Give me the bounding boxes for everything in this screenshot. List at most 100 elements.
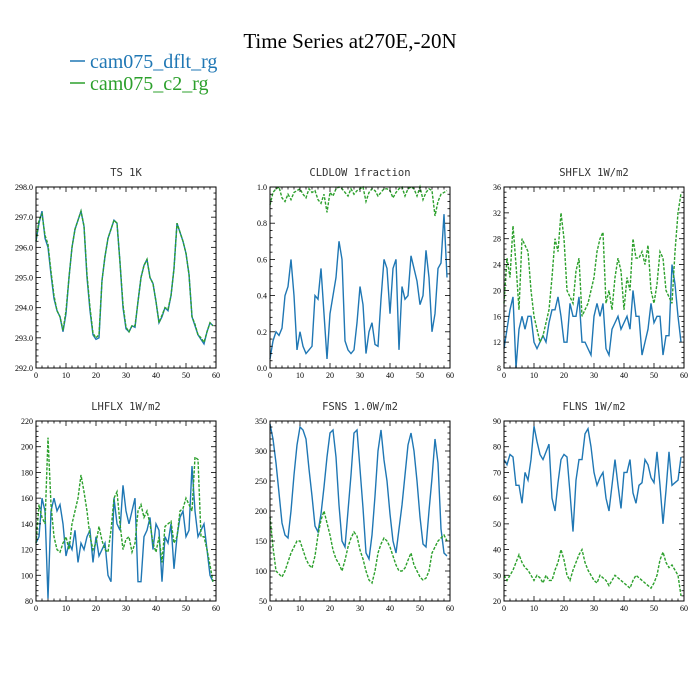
y-tick-label: 60 bbox=[493, 494, 501, 503]
panels: TS 1K 0 10 20 30 40 50 60 292.0 293.0 294.0 295.0 29… bbox=[15, 167, 688, 613]
chart-panel: FLNS 1W/m2 0 10 20 30 40 50 60 20 30 40 50 60 70 80 90 bbox=[493, 401, 688, 613]
y-tick-label: 120 bbox=[21, 546, 33, 555]
x-tick-label: 0 bbox=[268, 371, 272, 380]
y-tick-label: 24 bbox=[493, 261, 501, 270]
panel-title: LHFLX 1W/m2 bbox=[91, 401, 161, 413]
x-tick-label: 60 bbox=[212, 604, 220, 613]
y-tick-label: 20 bbox=[493, 597, 501, 606]
x-tick-label: 40 bbox=[620, 604, 628, 613]
x-tick-label: 30 bbox=[590, 371, 598, 380]
y-tick-label: 180 bbox=[21, 468, 33, 477]
x-tick-label: 50 bbox=[650, 604, 658, 613]
y-tick-label: 250 bbox=[255, 477, 267, 486]
series-line-dflt bbox=[35, 465, 214, 599]
x-tick-label: 20 bbox=[326, 604, 334, 613]
x-tick-label: 0 bbox=[34, 371, 38, 380]
y-tick-label: 220 bbox=[21, 417, 33, 426]
x-tick-label: 40 bbox=[386, 604, 394, 613]
y-tick-label: 36 bbox=[493, 183, 501, 192]
y-tick-label: 100 bbox=[255, 567, 267, 576]
y-tick-label: 200 bbox=[255, 507, 267, 516]
y-tick-label: 160 bbox=[21, 494, 33, 503]
series-line-c2 bbox=[35, 437, 214, 582]
series-line-c2 bbox=[269, 184, 448, 217]
x-tick-label: 60 bbox=[446, 604, 454, 613]
x-tick-label: 10 bbox=[62, 604, 70, 613]
y-tick-label: 0.6 bbox=[257, 255, 267, 264]
panel-title: FLNS 1W/m2 bbox=[562, 401, 625, 413]
y-tick-label: 296.0 bbox=[15, 243, 33, 252]
y-tick-label: 0.4 bbox=[257, 292, 267, 301]
x-tick-label: 40 bbox=[152, 604, 160, 613]
x-tick-label: 50 bbox=[182, 604, 190, 613]
y-tick-label: 100 bbox=[21, 571, 33, 580]
y-tick-label: 200 bbox=[21, 443, 33, 452]
y-tick-label: 40 bbox=[493, 546, 501, 555]
x-tick-label: 10 bbox=[530, 604, 538, 613]
x-tick-label: 50 bbox=[416, 604, 424, 613]
x-tick-label: 0 bbox=[268, 604, 272, 613]
figure-title: Time Series at270E,-20N bbox=[243, 29, 456, 53]
chart-panel: LHFLX 1W/m2 0 10 20 30 40 50 60 80 100 120 140 160 18… bbox=[21, 401, 220, 613]
panel-title: CLDLOW 1fraction bbox=[309, 167, 410, 179]
y-tick-label: 30 bbox=[493, 571, 501, 580]
y-tick-label: 28 bbox=[493, 235, 501, 244]
series-line-dflt bbox=[269, 423, 448, 562]
y-tick-label: 1.0 bbox=[257, 183, 267, 192]
y-tick-label: 20 bbox=[493, 286, 501, 295]
y-tick-label: 80 bbox=[25, 597, 33, 606]
chart-panel: CLDLOW 1fraction 0 10 20 30 40 50 60 0.0 0.2 0.4 0.… bbox=[257, 167, 454, 380]
series-line-c2 bbox=[503, 546, 682, 596]
x-tick-label: 60 bbox=[446, 371, 454, 380]
series-line-c2 bbox=[269, 508, 448, 585]
legend-label-c2: cam075_c2_rg bbox=[90, 73, 209, 95]
y-tick-label: 300 bbox=[255, 447, 267, 456]
chart-panel: TS 1K 0 10 20 30 40 50 60 292.0 293.0 294.0 295.0 29… bbox=[15, 167, 220, 380]
x-tick-label: 30 bbox=[356, 604, 364, 613]
y-tick-label: 298.0 bbox=[15, 183, 33, 192]
y-tick-label: 293.0 bbox=[15, 334, 33, 343]
y-tick-label: 140 bbox=[21, 520, 33, 529]
x-tick-label: 60 bbox=[680, 371, 688, 380]
series-line-dflt bbox=[35, 208, 214, 346]
legend: cam075_dflt_rg cam075_c2_rg bbox=[70, 51, 217, 95]
x-tick-label: 30 bbox=[590, 604, 598, 613]
x-tick-label: 20 bbox=[560, 371, 568, 380]
y-tick-label: 32 bbox=[493, 209, 501, 218]
x-tick-label: 10 bbox=[62, 371, 70, 380]
x-tick-label: 30 bbox=[122, 371, 130, 380]
y-tick-label: 0.2 bbox=[257, 328, 267, 337]
y-tick-label: 0.8 bbox=[257, 219, 267, 228]
y-tick-label: 0.0 bbox=[257, 364, 267, 373]
chart-panel: FSNS 1.0W/m2 0 10 20 30 40 50 60 50 100 150 200 250 3… bbox=[255, 401, 454, 613]
y-tick-label: 12 bbox=[493, 338, 501, 347]
y-tick-label: 8 bbox=[497, 364, 501, 373]
y-tick-label: 350 bbox=[255, 417, 267, 426]
x-tick-label: 20 bbox=[92, 604, 100, 613]
legend-label-dflt: cam075_dflt_rg bbox=[90, 51, 217, 73]
x-tick-label: 10 bbox=[296, 604, 304, 613]
y-tick-label: 50 bbox=[259, 597, 267, 606]
y-tick-label: 292.0 bbox=[15, 364, 33, 373]
y-tick-label: 90 bbox=[493, 417, 501, 426]
x-tick-label: 60 bbox=[680, 604, 688, 613]
y-tick-label: 150 bbox=[255, 537, 267, 546]
x-tick-label: 20 bbox=[326, 371, 334, 380]
x-tick-label: 0 bbox=[502, 371, 506, 380]
chart-panel: SHFLX 1W/m2 0 10 20 30 40 50 60 8 12 16 20 24 28 32 36 bbox=[493, 167, 688, 380]
x-tick-label: 30 bbox=[122, 604, 130, 613]
x-tick-label: 0 bbox=[502, 604, 506, 613]
y-tick-label: 70 bbox=[493, 468, 501, 477]
y-tick-label: 80 bbox=[493, 443, 501, 452]
x-tick-label: 20 bbox=[560, 604, 568, 613]
series-line-dflt bbox=[503, 426, 682, 532]
x-tick-label: 60 bbox=[212, 371, 220, 380]
series-line-c2 bbox=[503, 193, 682, 345]
panel-title: FSNS 1.0W/m2 bbox=[322, 401, 398, 413]
x-tick-label: 50 bbox=[416, 371, 424, 380]
y-tick-label: 16 bbox=[493, 312, 501, 321]
x-tick-label: 50 bbox=[182, 371, 190, 380]
panel-title: TS 1K bbox=[110, 167, 142, 179]
x-tick-label: 40 bbox=[620, 371, 628, 380]
